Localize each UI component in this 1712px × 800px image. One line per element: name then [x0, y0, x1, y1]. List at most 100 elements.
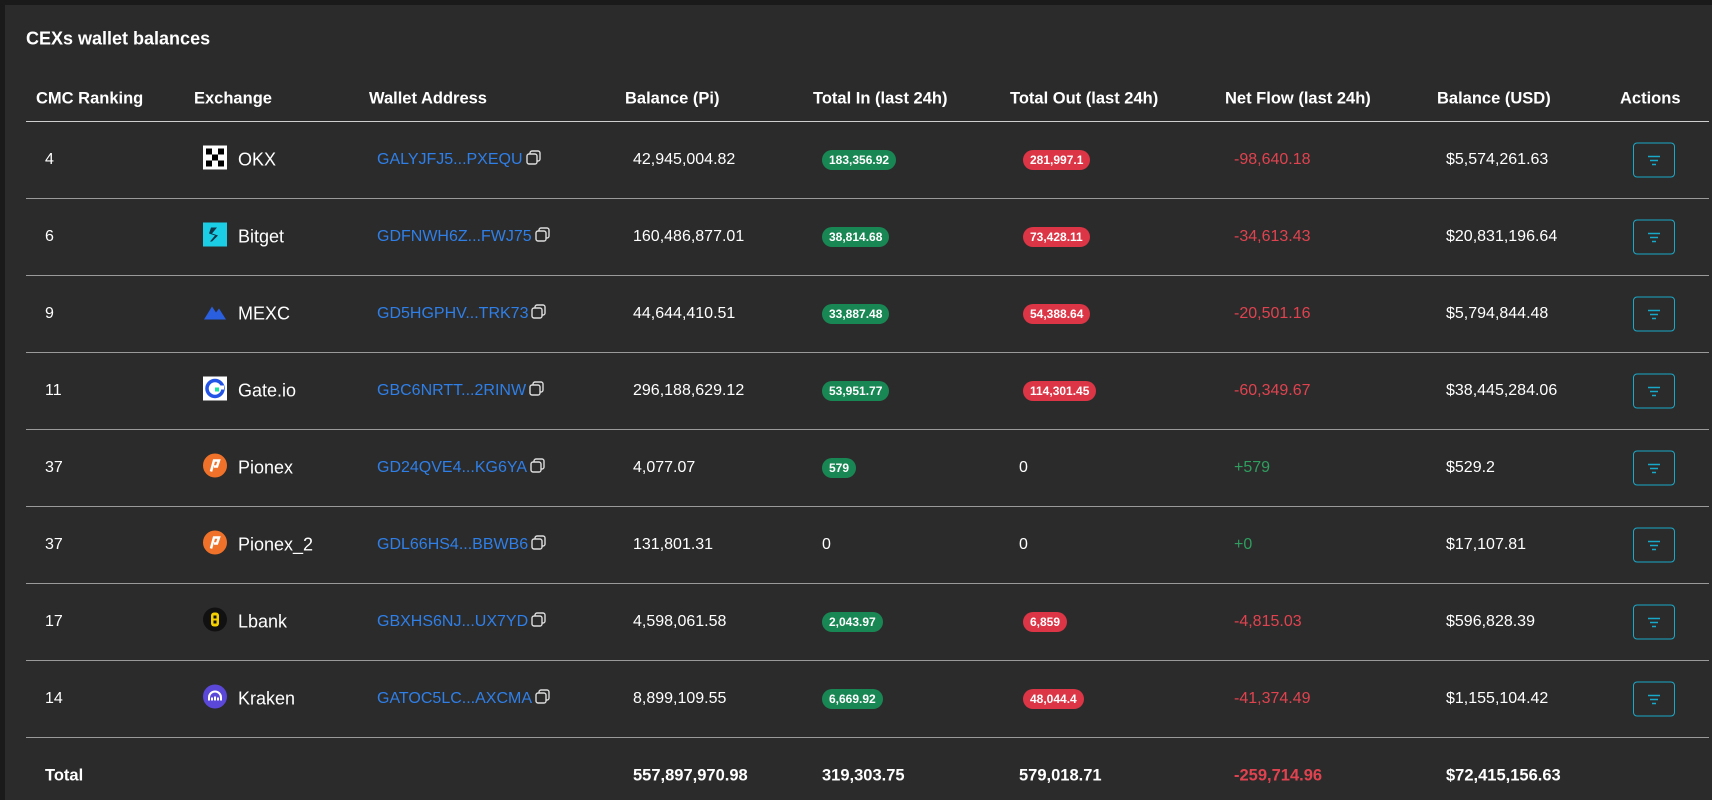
net-flow: -4,815.03: [1234, 612, 1302, 630]
row-divider: [26, 506, 1709, 507]
column-header: CMC Ranking: [36, 89, 144, 108]
balance-usd: $1,155,104.42: [1446, 689, 1549, 707]
total-out: 0: [1019, 535, 1028, 553]
copy-icon[interactable]: [526, 149, 541, 170]
total-out-badge: 48,044.4: [1023, 688, 1084, 709]
exchange-icon: [203, 299, 227, 328]
balance-usd: $17,107.81: [1446, 535, 1527, 553]
row-divider: [26, 429, 1709, 430]
exchange: Lbank: [238, 611, 288, 631]
row-divider: [26, 352, 1709, 353]
copy-icon[interactable]: [531, 611, 546, 632]
filter-button[interactable]: [1633, 373, 1675, 408]
title: CEXs wallet balances: [26, 28, 211, 49]
rank: 4: [45, 150, 54, 168]
net-flow: -34,613.43: [1234, 227, 1311, 245]
balance-usd: $5,574,261.63: [1446, 150, 1549, 168]
total-cell: 579,018.71: [1019, 766, 1102, 784]
balance-pi: 296,188,629.12: [633, 381, 745, 399]
total-in-badge: 2,043.97: [822, 611, 883, 632]
column-header: Total Out (last 24h): [1010, 89, 1159, 108]
exchange-icon: [203, 684, 227, 713]
row-divider: [26, 198, 1709, 199]
balance-pi: 44,644,410.51: [633, 304, 736, 322]
total-in-badge: 33,887.48: [822, 303, 890, 324]
row-divider: [26, 737, 1709, 738]
filter-button[interactable]: [1633, 219, 1675, 254]
total-in: 0: [822, 535, 831, 553]
exchange: OKX: [238, 149, 277, 169]
rank: 11: [45, 381, 62, 399]
total-cell: -259,714.96: [1234, 766, 1323, 784]
filter-button[interactable]: [1633, 604, 1675, 639]
total-out-badge: 114,301.45: [1023, 380, 1097, 401]
copy-icon[interactable]: [535, 688, 550, 709]
net-flow: -98,640.18: [1234, 150, 1311, 168]
filter-button[interactable]: [1633, 450, 1675, 485]
exchange: Kraken: [238, 688, 296, 708]
panel: CEXs wallet balances CMC Ranking Exchange…: [5, 5, 1712, 800]
rank: 37: [45, 458, 63, 476]
wallet-address[interactable]: GBXHS6NJ...UX7YD: [377, 612, 529, 630]
rank: 6: [45, 227, 54, 245]
balance-usd: $529.2: [1446, 458, 1495, 476]
exchange-icon: [203, 453, 227, 482]
total-out-badge: 73,428.11: [1023, 226, 1090, 247]
wallet-address[interactable]: GD24QVE4...KG6YA: [377, 458, 527, 476]
filter-button[interactable]: [1633, 142, 1675, 177]
total-in-badge: 6,669.92: [822, 688, 883, 709]
row-divider: [26, 275, 1709, 276]
net-flow: -41,374.49: [1234, 689, 1311, 707]
rank: 9: [45, 304, 54, 322]
filter-button[interactable]: [1633, 681, 1675, 716]
balance-pi: 160,486,877.01: [633, 227, 745, 245]
balance-usd: $5,794,844.48: [1446, 304, 1549, 322]
wallet-address[interactable]: GDL66HS4...BBWB6: [377, 535, 529, 553]
net-flow: +0: [1234, 535, 1253, 553]
total-out-badge: 54,388.64: [1023, 303, 1091, 324]
total-cell: Total: [45, 766, 84, 784]
filter-button[interactable]: [1633, 527, 1675, 562]
total-cell: 319,303.75: [822, 766, 905, 784]
total-in-badge: 579: [822, 457, 857, 478]
wallet-address[interactable]: GDFNWH6Z...FWJ75: [377, 227, 532, 245]
balance-pi: 131,801.31: [633, 535, 714, 553]
wallet-address[interactable]: GATOC5LC...AXCMA: [377, 689, 532, 707]
copy-icon[interactable]: [535, 226, 550, 247]
column-header: Balance (USD): [1437, 89, 1551, 108]
exchange-icon: [203, 530, 227, 559]
exchange: Pionex_2: [238, 534, 314, 554]
exchange: MEXC: [238, 303, 291, 323]
copy-icon[interactable]: [531, 303, 546, 324]
column-header: Wallet Address: [369, 89, 487, 108]
exchange-icon: [203, 376, 227, 405]
copy-icon[interactable]: [529, 380, 544, 401]
copy-icon[interactable]: [531, 534, 546, 555]
row-divider: [26, 583, 1709, 584]
rank: 37: [45, 535, 63, 553]
filter-button[interactable]: [1633, 296, 1675, 331]
copy-icon[interactable]: [530, 457, 545, 478]
total-out-badge: 6,859: [1023, 611, 1068, 632]
column-header: Net Flow (last 24h): [1225, 89, 1371, 108]
wallet-address[interactable]: GD5HGPHV...TRK73: [377, 304, 529, 322]
total-in-badge: 38,814.68: [822, 226, 890, 247]
balance-pi: 8,899,109.55: [633, 689, 727, 707]
total-out: 0: [1019, 458, 1028, 476]
exchange: Gate.io: [238, 380, 297, 400]
rank: 17: [45, 612, 63, 630]
wallet-address[interactable]: GALYJFJ5...PXEQU: [377, 150, 523, 168]
balance-usd: $596,828.39: [1446, 612, 1535, 630]
total-in-badge: 53,951.77: [822, 380, 890, 401]
balance-pi: 42,945,004.82: [633, 150, 736, 168]
total-in-badge: 183,356.92: [822, 149, 897, 170]
exchange-icon: [203, 607, 227, 636]
total-out-badge: 281,997.1: [1023, 149, 1091, 170]
exchange-icon: [203, 145, 227, 174]
net-flow: +579: [1234, 458, 1271, 476]
column-header: Balance (Pi): [625, 89, 720, 108]
exchange: Pionex: [238, 457, 294, 477]
wallet-address[interactable]: GBC6NRTT...2RINW: [377, 381, 527, 399]
column-header: Total In (last 24h): [813, 89, 948, 108]
